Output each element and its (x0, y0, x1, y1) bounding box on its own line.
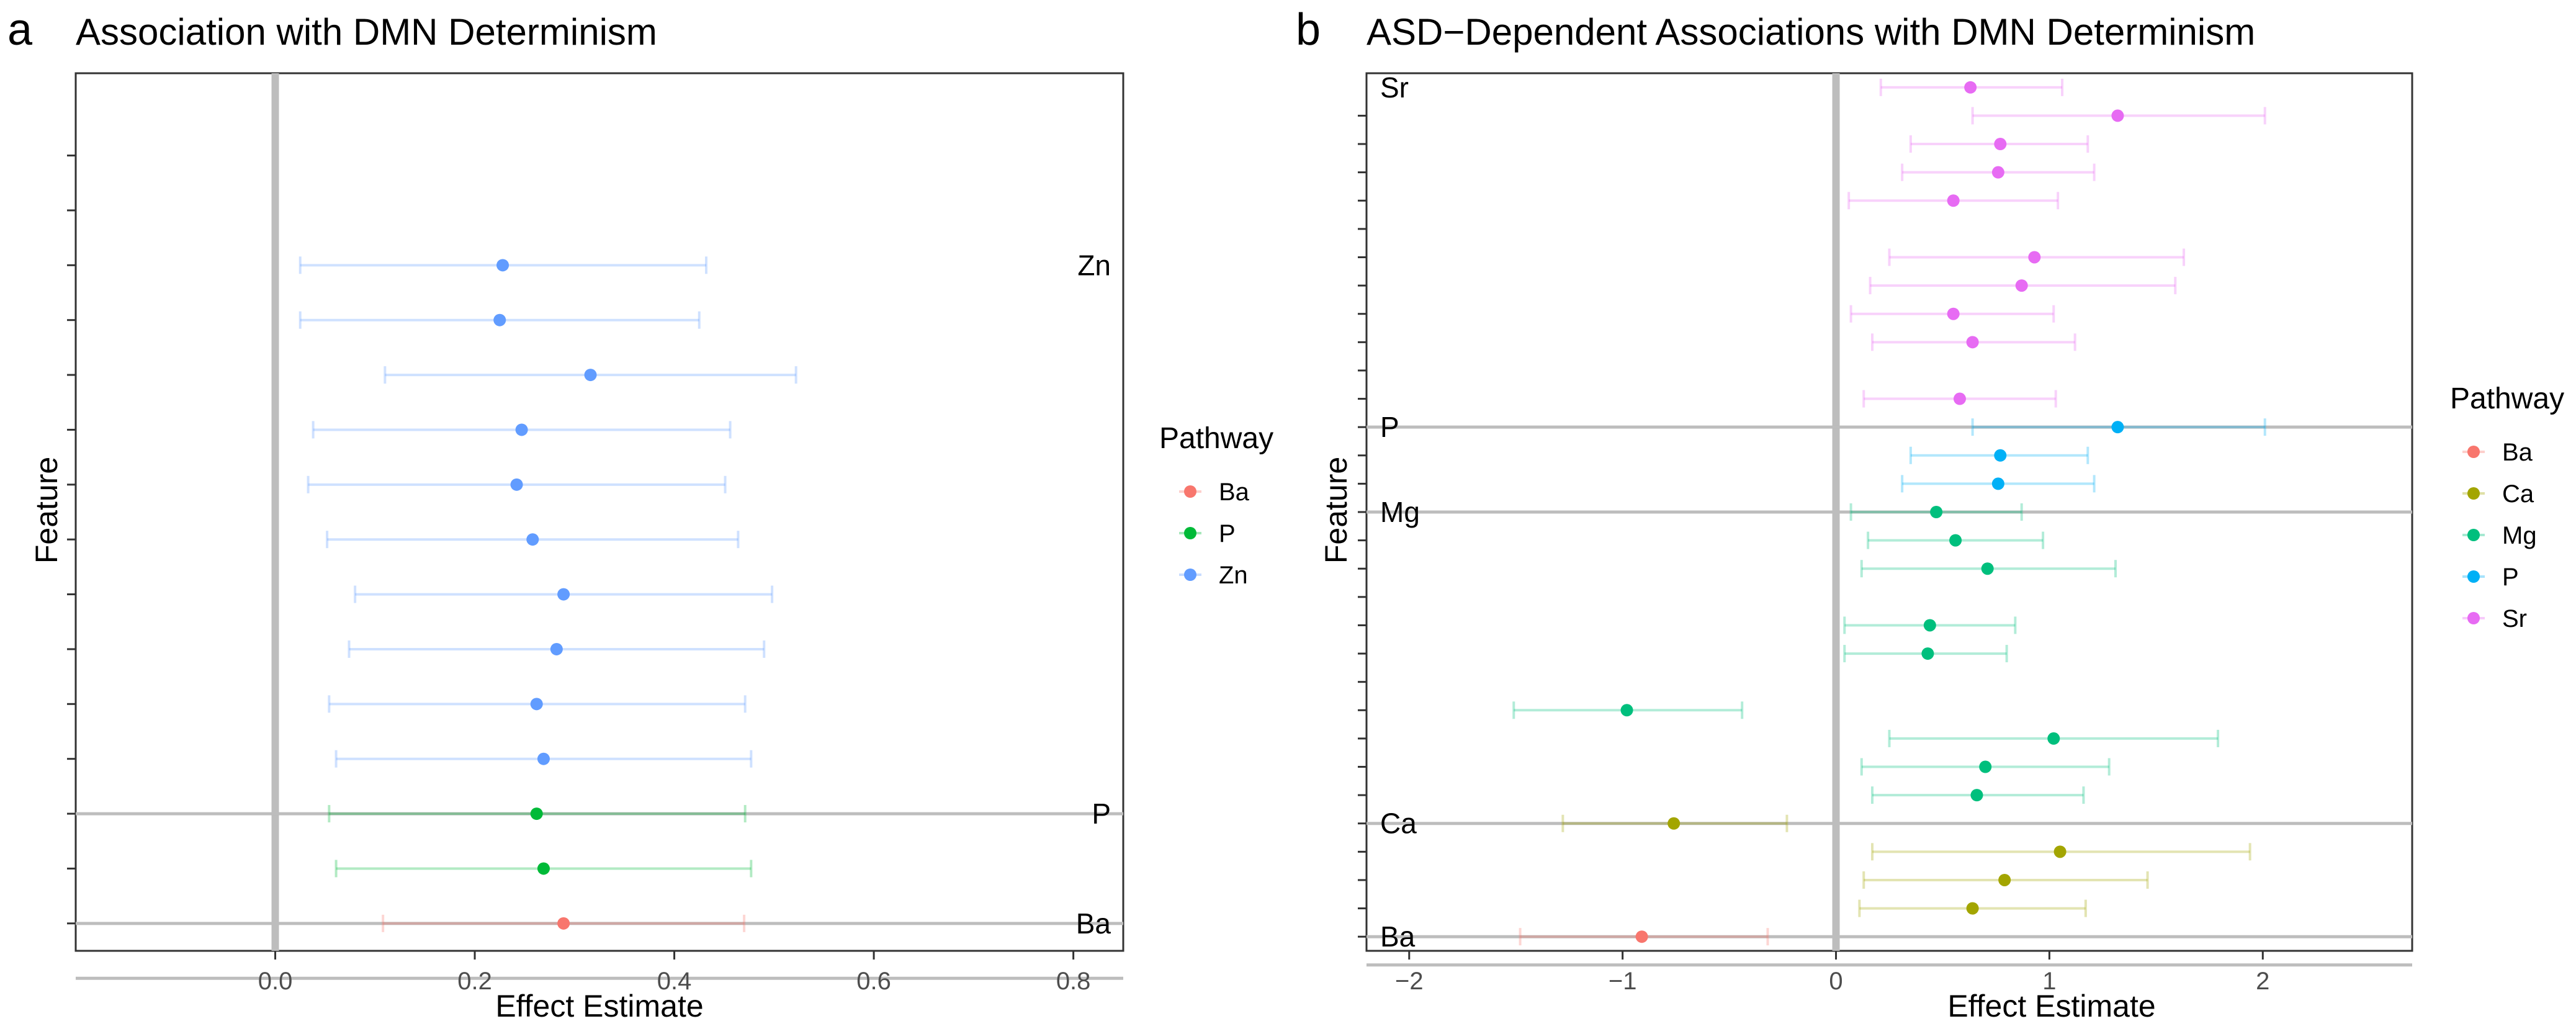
panel-a-point-zn (496, 259, 509, 272)
panel-a-title: Association with DMN Determinism (76, 11, 657, 53)
panel-a-point-zn (530, 698, 543, 711)
panel-b-legend-key-point-p (2467, 570, 2480, 583)
panel-b-point-mg (1923, 619, 1936, 632)
panel-b-legend-label-sr: Sr (2502, 605, 2527, 632)
panel-b-point-mg (1921, 647, 1934, 660)
panel-a-point-p (530, 807, 543, 820)
panel-b-group-label-p: P (1380, 411, 1399, 443)
panel-a-point-zn (510, 478, 523, 491)
panel-b-point-ca (2053, 845, 2067, 858)
panel-b-point-sr (2015, 279, 2028, 292)
panel-b-y-axis-title: Feature (1319, 457, 1353, 564)
panel-a-legend-label-zn: Zn (1219, 562, 1248, 589)
panel-a-point-zn (550, 642, 563, 655)
panel-b-group-label-sr: Sr (1380, 71, 1409, 104)
panel-b-group-label-ca: Ca (1380, 807, 1417, 840)
panel-a-label: a (7, 5, 33, 55)
panel-b-point-ca (1667, 817, 1681, 830)
panel-b-point-sr (1994, 138, 2007, 151)
panel-a-point-zn (493, 313, 506, 326)
panel-b: b ASD−Dependent Associations with DMN De… (1296, 5, 2564, 1023)
panel-a-legend-title: Pathway (1159, 422, 1273, 455)
panel-b-point-sr (1947, 307, 1960, 320)
panel-a-x-tick-label: 0.4 (657, 968, 692, 995)
panel-a-legend-key-point-ba (1184, 485, 1196, 498)
panel-a-legend-key-point-p (1184, 527, 1196, 539)
panel-a-point-zn (515, 423, 528, 436)
panel-a-legend-key-point-zn (1184, 569, 1196, 581)
panel-b-legend-key-point-sr (2467, 612, 2480, 624)
panel-a-point-zn (526, 533, 539, 546)
panel-b-point-mg (1949, 534, 1962, 547)
panel-b-x-tick-label: 2 (2256, 968, 2269, 995)
panel-b-group-label-ba: Ba (1380, 920, 1416, 953)
panel-b-title: ASD−Dependent Associations with DMN Dete… (1367, 11, 2255, 53)
panel-b-legend-label-ca: Ca (2502, 480, 2534, 508)
panel-b-x-tick-label: 0 (1829, 968, 1842, 995)
panel-b-point-mg (1970, 789, 1983, 802)
panel-b-legend-label-ba: Ba (2502, 439, 2533, 466)
panel-a-group-label-p: P (1092, 798, 1111, 830)
panel-b-point-mg (1930, 506, 1943, 518)
panel-a-point-p (537, 862, 550, 875)
panel-b-point-sr (1953, 392, 1966, 405)
panel-b-legend-title: Pathway (2450, 382, 2564, 415)
panel-b-legend-key-point-mg (2467, 529, 2480, 541)
panel-b-point-sr (1964, 81, 1977, 94)
panel-b-point-sr (2111, 109, 2124, 122)
panel-b-point-p (1994, 449, 2007, 462)
panel-a-x-tick-label: 0.2 (457, 968, 492, 995)
panel-a-point-zn (584, 369, 597, 382)
panel-b-point-ca (1998, 873, 2011, 886)
panel-b-legend-key-point-ca (2467, 487, 2480, 500)
panel-a-group-label-ba: Ba (1076, 907, 1111, 940)
panel-b-point-p (1991, 477, 2004, 490)
panel-b-point-mg (2047, 732, 2060, 745)
panel-a-group-label-zn: Zn (1077, 249, 1111, 281)
panel-a-x-tick-label: 0.0 (258, 968, 293, 995)
panel-b-x-tick-label: −1 (1609, 968, 1637, 995)
panel-a-x-tick-label: 0.6 (856, 968, 891, 995)
panel-a-y-axis-title: Feature (29, 457, 64, 564)
panel-a-x-axis-title: Effect Estimate (495, 989, 703, 1023)
panel-b-legend-label-p: P (2502, 564, 2519, 591)
panel-b-legend-key-point-ba (2467, 446, 2480, 458)
panel-a-x-tick-label: 0.8 (1056, 968, 1091, 995)
panel-b-point-sr (1947, 194, 1960, 207)
panel-a-legend-label-p: P (1219, 520, 1236, 547)
panel-b-x-tick-label: −2 (1395, 968, 1424, 995)
panel-b-point-sr (1966, 336, 1979, 349)
panel-b-group-label-mg: Mg (1380, 496, 1420, 528)
panel-b-point-p (2111, 421, 2124, 434)
panel-a-point-zn (557, 588, 570, 601)
panel-a-point-ba (557, 917, 570, 930)
panel-b-point-ba (1635, 930, 1648, 943)
panel-b-legend-label-mg: Mg (2502, 522, 2537, 549)
panel-b-point-mg (1979, 760, 1992, 773)
panel-b-x-tick-label: 1 (2042, 968, 2056, 995)
panel-b-point-mg (1620, 704, 1633, 717)
panel-b-point-mg (1981, 562, 1994, 575)
panel-a-legend-label-ba: Ba (1219, 479, 1250, 506)
panel-b-point-sr (2028, 251, 2041, 264)
panel-b-point-ca (1966, 902, 1979, 915)
panel-b-x-axis-title: Effect Estimate (1947, 989, 2155, 1023)
panel-b-label: b (1296, 5, 1321, 55)
panel-b-point-sr (1991, 166, 2004, 179)
panel-a-point-zn (537, 752, 550, 765)
panel-a: a Association with DMN Determinism Featu… (7, 5, 1273, 1023)
panel-a-plot-border (74, 72, 1124, 952)
